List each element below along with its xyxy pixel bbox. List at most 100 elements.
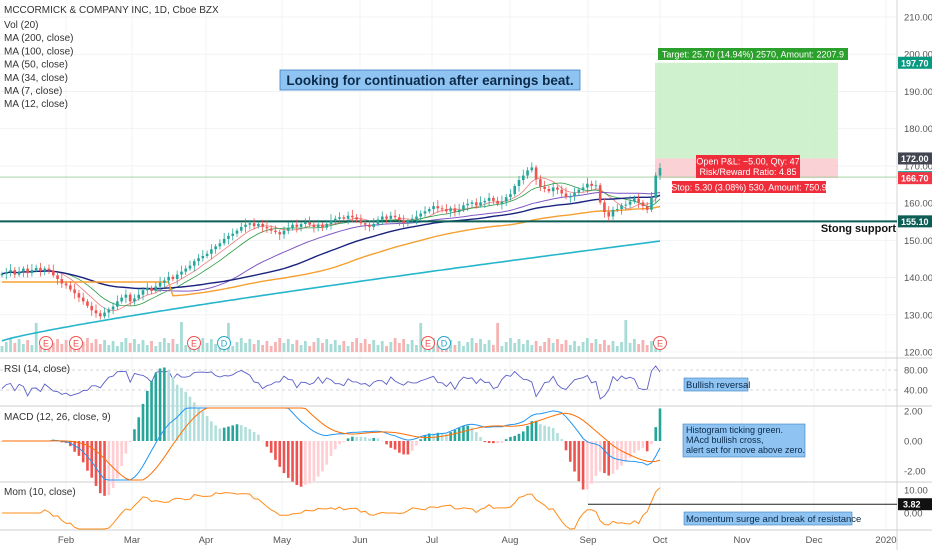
candle — [128, 294, 132, 302]
price-tag — [898, 56, 932, 69]
macd-tick: -2.00 — [904, 467, 926, 478]
candle — [363, 223, 367, 225]
rsi-note[interactable]: Bullish reversal — [683, 377, 750, 392]
candle — [244, 224, 247, 227]
candle — [158, 282, 162, 287]
macd-histogram-bar — [402, 441, 405, 455]
macd-tick: 2.00 — [904, 407, 923, 418]
volume-bar — [389, 342, 393, 352]
candle — [69, 285, 72, 290]
macd-label: MACD (12, 26, close, 9) — [4, 412, 111, 423]
candle — [581, 187, 585, 190]
candle — [304, 222, 307, 224]
candle — [483, 200, 487, 203]
candle — [436, 206, 440, 209]
price-tick: 130.00 — [904, 310, 932, 321]
macd-histogram-bar — [594, 441, 598, 476]
volume-bar — [303, 341, 307, 352]
macd-histogram-bar — [86, 441, 89, 471]
volume-bar — [342, 341, 346, 352]
mom-value-tag-text: 3.82 — [903, 500, 921, 510]
volume-bar — [556, 339, 559, 352]
price-tag-value: 166.70 — [901, 174, 929, 184]
mom-note[interactable]: Momentum surge and break of resistance — [683, 511, 861, 526]
volume-bar — [0, 346, 4, 352]
volume-bar — [261, 345, 265, 352]
candle — [650, 197, 653, 210]
volume-bar — [509, 338, 512, 352]
macd-note[interactable]: Histogram ticking green. MAcd bullish cr… — [682, 423, 806, 458]
candle — [492, 197, 495, 201]
volume-bar — [154, 346, 158, 352]
macd-histogram-bar — [479, 437, 482, 441]
volume-bar — [543, 342, 547, 352]
candle — [633, 198, 636, 202]
macd-histogram-bar — [274, 441, 277, 460]
macd-histogram-bar — [410, 441, 414, 451]
volume-bar — [363, 339, 367, 352]
event-marker-letter: E — [657, 339, 663, 349]
macd-histogram-bar — [363, 437, 367, 442]
macd-histogram-bar — [650, 441, 653, 445]
stop-label: Stop: 5.30 (3.08%) 530, Amount: 750.9 — [671, 181, 827, 193]
candle — [504, 197, 508, 202]
macd-histogram-bar — [539, 424, 542, 441]
volume-bar — [81, 342, 85, 352]
price-axis[interactable]: 210.00 200.00 190.00 180.00 170.00 160.00 150.… — [904, 13, 932, 359]
time-axis[interactable]: Feb Mar Apr May Jun Jul Aug Sep Oct Nov Dec 2020 — [58, 535, 897, 546]
volume-bar — [436, 343, 440, 352]
volume-bar — [86, 338, 89, 352]
candle — [154, 286, 158, 291]
target-label: Target: 25.70 (14.94%) 2570, Amount: 220… — [658, 48, 848, 60]
volume-bar — [13, 343, 17, 352]
macd-histogram-bar — [385, 441, 388, 445]
volume-bar — [51, 343, 55, 352]
macd-histogram-bar — [90, 441, 94, 478]
ma-100-line — [2, 205, 661, 297]
candle — [496, 200, 499, 204]
macd-histogram-bar — [406, 441, 410, 455]
candle — [231, 233, 235, 236]
chart-title: MCCORMICK & COMPANY INC, 1D, Cboe BZX — [4, 5, 219, 16]
price-tick: 170.00 — [904, 161, 932, 172]
volume-bar — [137, 344, 141, 352]
macd-histogram-bar — [261, 440, 264, 442]
time-label: Nov — [734, 535, 751, 546]
volume-bar — [470, 338, 474, 352]
macd-histogram-bar — [316, 441, 320, 477]
candle — [175, 274, 179, 280]
volume-bar — [376, 345, 380, 352]
candle — [325, 223, 329, 228]
macd-histogram-bar — [158, 368, 162, 441]
candle — [235, 230, 239, 234]
support-label: Stong support — [821, 223, 896, 235]
target-zone[interactable] — [655, 62, 838, 159]
volume-bar — [244, 343, 247, 352]
risk-reward-text: Risk/Reward Ratio: 4.85 — [699, 167, 796, 177]
macd-histogram-bar — [103, 441, 106, 496]
candle — [171, 276, 175, 280]
macd-histogram-bar — [133, 429, 136, 441]
candle — [184, 268, 188, 272]
volume-bar — [393, 338, 397, 352]
candle — [321, 224, 324, 228]
macd-histogram-bar — [564, 441, 568, 451]
time-label: Jun — [352, 535, 367, 546]
volume-bar — [115, 346, 119, 352]
volume-bar — [530, 345, 534, 352]
macd-histogram-bar — [111, 441, 115, 489]
candle — [0, 273, 4, 276]
volume-bar — [252, 344, 256, 352]
volume-bar — [184, 345, 188, 352]
macd-histogram-bar — [598, 441, 602, 472]
annotation-box[interactable]: Looking for continuation after earnings … — [279, 69, 581, 91]
volume-bar — [590, 343, 594, 352]
candle — [611, 209, 615, 217]
candle — [513, 185, 517, 195]
candle — [590, 183, 593, 186]
rsi-tick: 40.00 — [904, 386, 928, 397]
time-label: Sep — [580, 535, 597, 546]
volume-bar — [521, 344, 525, 352]
macd-histogram-bar — [449, 432, 452, 442]
